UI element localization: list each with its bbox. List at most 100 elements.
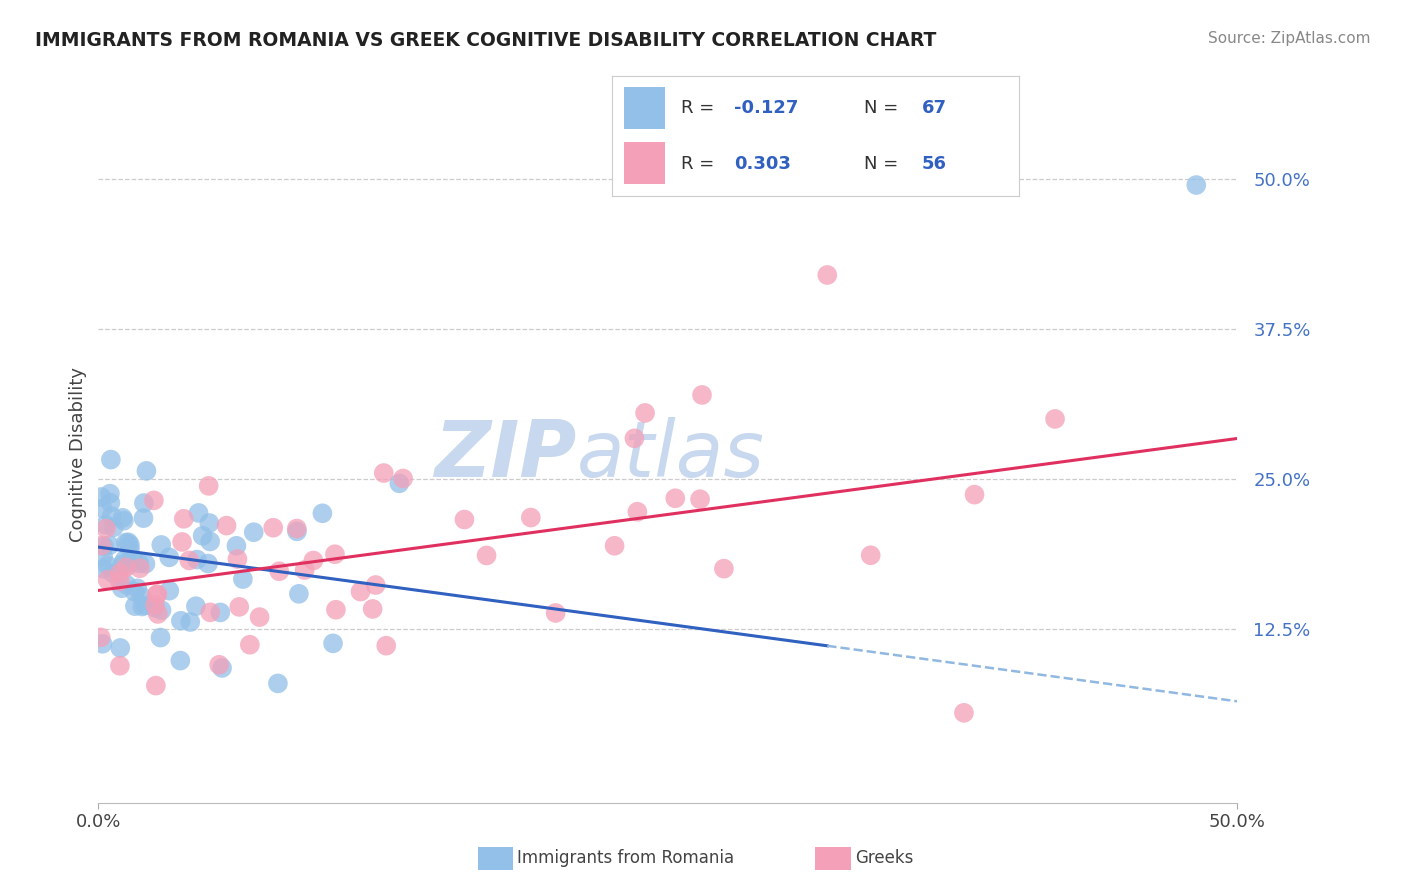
Point — [208, 657, 231, 672]
Text: N =: N = — [865, 99, 904, 118]
Text: -0.127: -0.127 — [734, 99, 799, 118]
Y-axis label: Cognitive Disability: Cognitive Disability — [69, 368, 87, 542]
Text: 0.303: 0.303 — [734, 154, 790, 173]
Point — [179, 553, 201, 567]
Point — [98, 538, 121, 552]
Point — [110, 640, 132, 655]
Point — [859, 549, 882, 563]
Point — [170, 535, 193, 549]
Point — [91, 549, 114, 564]
Point — [112, 514, 135, 528]
Point — [127, 582, 149, 596]
Point — [93, 539, 115, 553]
Point — [108, 574, 131, 588]
Point — [197, 479, 219, 493]
Point — [115, 535, 138, 549]
Text: Immigrants from Romania: Immigrants from Romania — [517, 849, 734, 867]
Point — [267, 676, 290, 690]
Point — [198, 534, 221, 549]
Point — [90, 631, 112, 645]
Point — [142, 493, 165, 508]
Point — [108, 566, 131, 581]
Point — [626, 505, 648, 519]
Point — [91, 637, 114, 651]
Point — [150, 603, 173, 617]
FancyBboxPatch shape — [624, 142, 665, 185]
Point — [134, 599, 156, 613]
Point — [713, 561, 735, 575]
Point — [302, 553, 325, 567]
Point — [124, 584, 146, 599]
Point — [375, 639, 398, 653]
Point — [228, 599, 250, 614]
Point — [118, 542, 141, 557]
Point — [132, 496, 155, 510]
Point — [453, 512, 475, 526]
Point — [100, 509, 122, 524]
Text: Source: ZipAtlas.com: Source: ZipAtlas.com — [1208, 31, 1371, 46]
Point — [815, 268, 838, 282]
Point — [134, 557, 156, 571]
Point — [623, 431, 645, 445]
Point — [544, 606, 567, 620]
Point — [94, 522, 117, 536]
Point — [169, 654, 191, 668]
Point — [94, 517, 117, 532]
Point — [96, 573, 118, 587]
Point — [689, 492, 711, 507]
Point — [90, 490, 112, 504]
Text: ZIP: ZIP — [434, 417, 576, 493]
Point — [225, 539, 247, 553]
Point — [963, 488, 986, 502]
Point — [115, 560, 138, 574]
Point — [311, 506, 333, 520]
Text: N =: N = — [865, 154, 904, 173]
Point — [128, 557, 150, 571]
Point — [96, 558, 118, 573]
Text: IMMIGRANTS FROM ROMANIA VS GREEK COGNITIVE DISABILITY CORRELATION CHART: IMMIGRANTS FROM ROMANIA VS GREEK COGNITI… — [35, 31, 936, 50]
Point — [349, 584, 371, 599]
Point — [226, 552, 249, 566]
Point — [664, 491, 686, 506]
Point — [373, 466, 395, 480]
Point — [179, 615, 201, 629]
Point — [150, 538, 173, 552]
Point — [131, 590, 153, 604]
Point — [135, 464, 157, 478]
Point — [262, 521, 284, 535]
Point — [90, 539, 112, 553]
Text: R =: R = — [681, 154, 720, 173]
Point — [520, 510, 543, 524]
Point — [117, 558, 139, 573]
Point — [1185, 178, 1208, 192]
Point — [173, 512, 195, 526]
Point — [634, 406, 657, 420]
Point — [157, 583, 180, 598]
Point — [249, 610, 271, 624]
Point — [146, 607, 169, 621]
Point — [191, 529, 214, 543]
Point — [361, 602, 384, 616]
Point — [145, 588, 167, 602]
Text: 67: 67 — [921, 99, 946, 118]
Point — [239, 638, 262, 652]
Point — [98, 486, 121, 500]
Point — [145, 679, 167, 693]
Point — [146, 587, 169, 601]
Point — [475, 549, 498, 563]
Point — [143, 600, 166, 615]
Point — [122, 553, 145, 567]
Point — [157, 550, 180, 565]
Text: 56: 56 — [921, 154, 946, 173]
Point — [285, 522, 308, 536]
Point — [170, 614, 193, 628]
Point — [232, 572, 254, 586]
Text: atlas: atlas — [576, 417, 765, 493]
Point — [215, 518, 238, 533]
Point — [111, 511, 134, 525]
Point — [111, 581, 134, 595]
Point — [149, 631, 172, 645]
Point — [114, 553, 136, 567]
Point — [143, 598, 166, 612]
Point — [124, 599, 146, 614]
